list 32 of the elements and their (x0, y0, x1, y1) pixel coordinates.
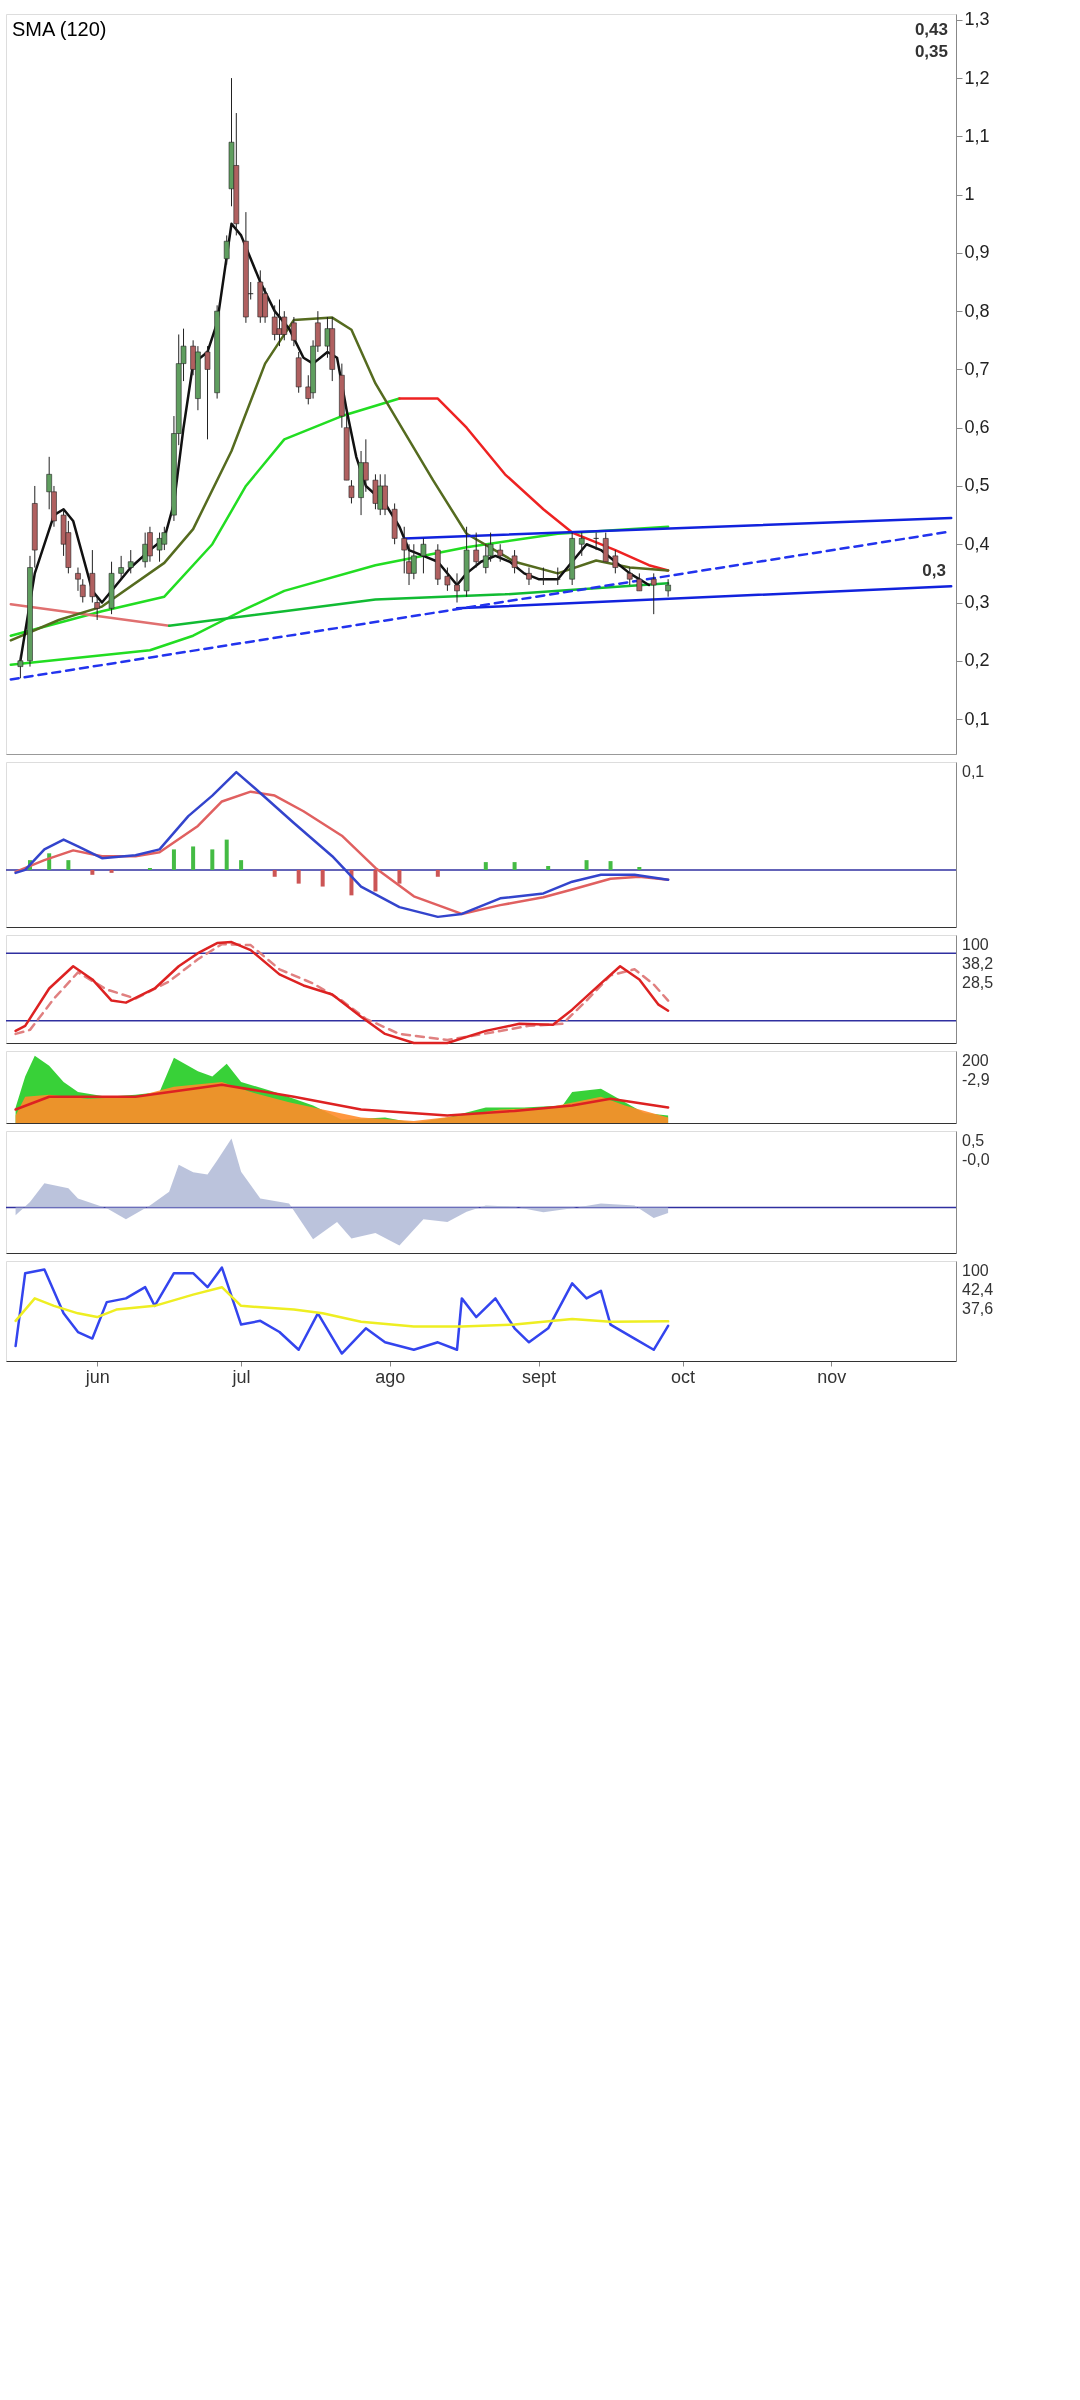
y-tick-label: 0,1 (964, 708, 990, 729)
annotation: 0,43 (914, 20, 948, 39)
y-tick-label: 0,9 (964, 242, 990, 263)
x-tick-label: oct (671, 1366, 696, 1387)
annotation: 0,3 (922, 561, 946, 581)
text: -0,0 (962, 1151, 990, 1168)
y-tick-label: 1 (964, 184, 975, 205)
y-tick-label: 0,5 (964, 475, 990, 496)
text: 28,5 (962, 974, 994, 991)
y-tick-label: 0,8 (964, 300, 990, 321)
text: 100 (962, 936, 989, 953)
y-tick-label: 0,6 (964, 417, 990, 438)
text: 100 (962, 1262, 989, 1279)
y-tick-label: 1,3 (964, 9, 990, 30)
y-tick-label: 0,2 (964, 650, 990, 671)
text: 37,6 (962, 1300, 994, 1317)
x-tick-label: sept (522, 1366, 557, 1387)
y-tick-label: 0,4 (964, 533, 990, 554)
x-tick-label: jul (231, 1366, 251, 1387)
text: -2,9 (962, 1071, 990, 1088)
text: 42,4 (962, 1281, 994, 1298)
y-tick-label: 1,1 (964, 125, 990, 146)
text: 38,2 (962, 955, 994, 972)
annotation: 0,35 (914, 42, 948, 61)
text: 200 (962, 1052, 989, 1069)
y-tick-label: 0,7 (964, 358, 990, 379)
y-tick-label: 0,3 (964, 592, 990, 612)
x-tick-label: nov (817, 1366, 847, 1387)
annotation: SMA (120) (12, 18, 107, 40)
x-tick-label: ago (375, 1366, 406, 1387)
x-tick-label: jun (84, 1366, 110, 1387)
y-tick-label: 1,2 (964, 67, 990, 88)
